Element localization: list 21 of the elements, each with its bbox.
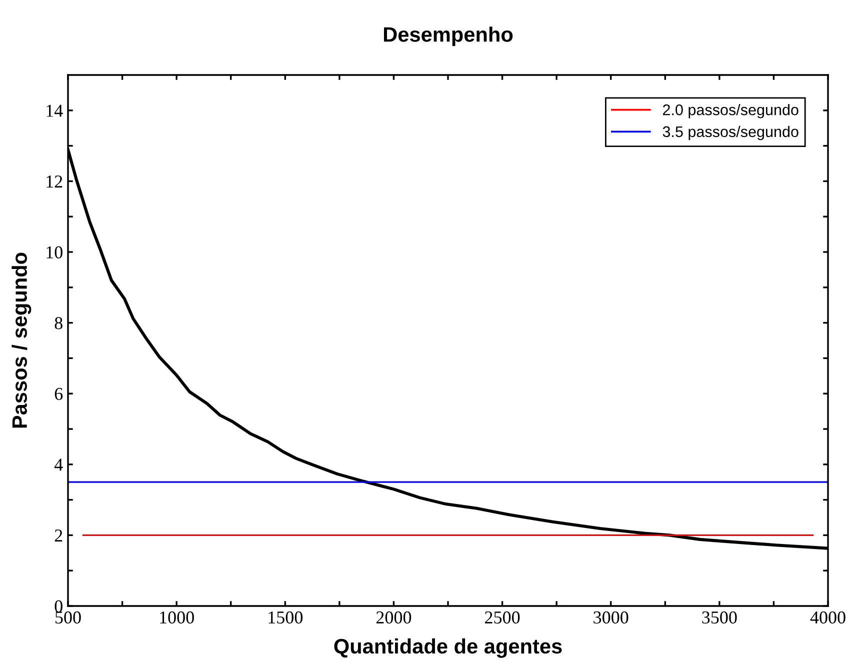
- x-tick-label: 500: [56, 611, 81, 624]
- x-tick-label: 2500: [485, 611, 520, 624]
- y-tick-label: 10: [46, 246, 62, 258]
- x-axis-title: Quantidade de agentes: [334, 638, 562, 658]
- y-axis-title: Passos / segundo: [12, 252, 32, 428]
- y-tick-label: 14: [46, 104, 63, 117]
- legend-label: 3.5 passos/segundo: [662, 126, 798, 140]
- x-tick-label: 1500: [268, 611, 303, 624]
- legend-label: 2.0 passos/segundo: [663, 104, 798, 118]
- y-tick-label: 4: [54, 458, 63, 471]
- y-tick-label: 2: [54, 530, 62, 542]
- y-tick-label: 12: [46, 176, 62, 188]
- y-tick-label: 0: [54, 600, 62, 612]
- y-tick-label: 8: [54, 317, 62, 330]
- x-tick-label: 3000: [594, 611, 628, 624]
- chart-title: Desempenho: [384, 26, 513, 46]
- x-tick-label: 1000: [160, 611, 194, 624]
- x-tick-label: 3500: [702, 611, 737, 624]
- x-tick-label: 2000: [376, 611, 412, 624]
- x-tick-label: 4000: [810, 611, 846, 624]
- y-tick-label: 6: [54, 388, 63, 400]
